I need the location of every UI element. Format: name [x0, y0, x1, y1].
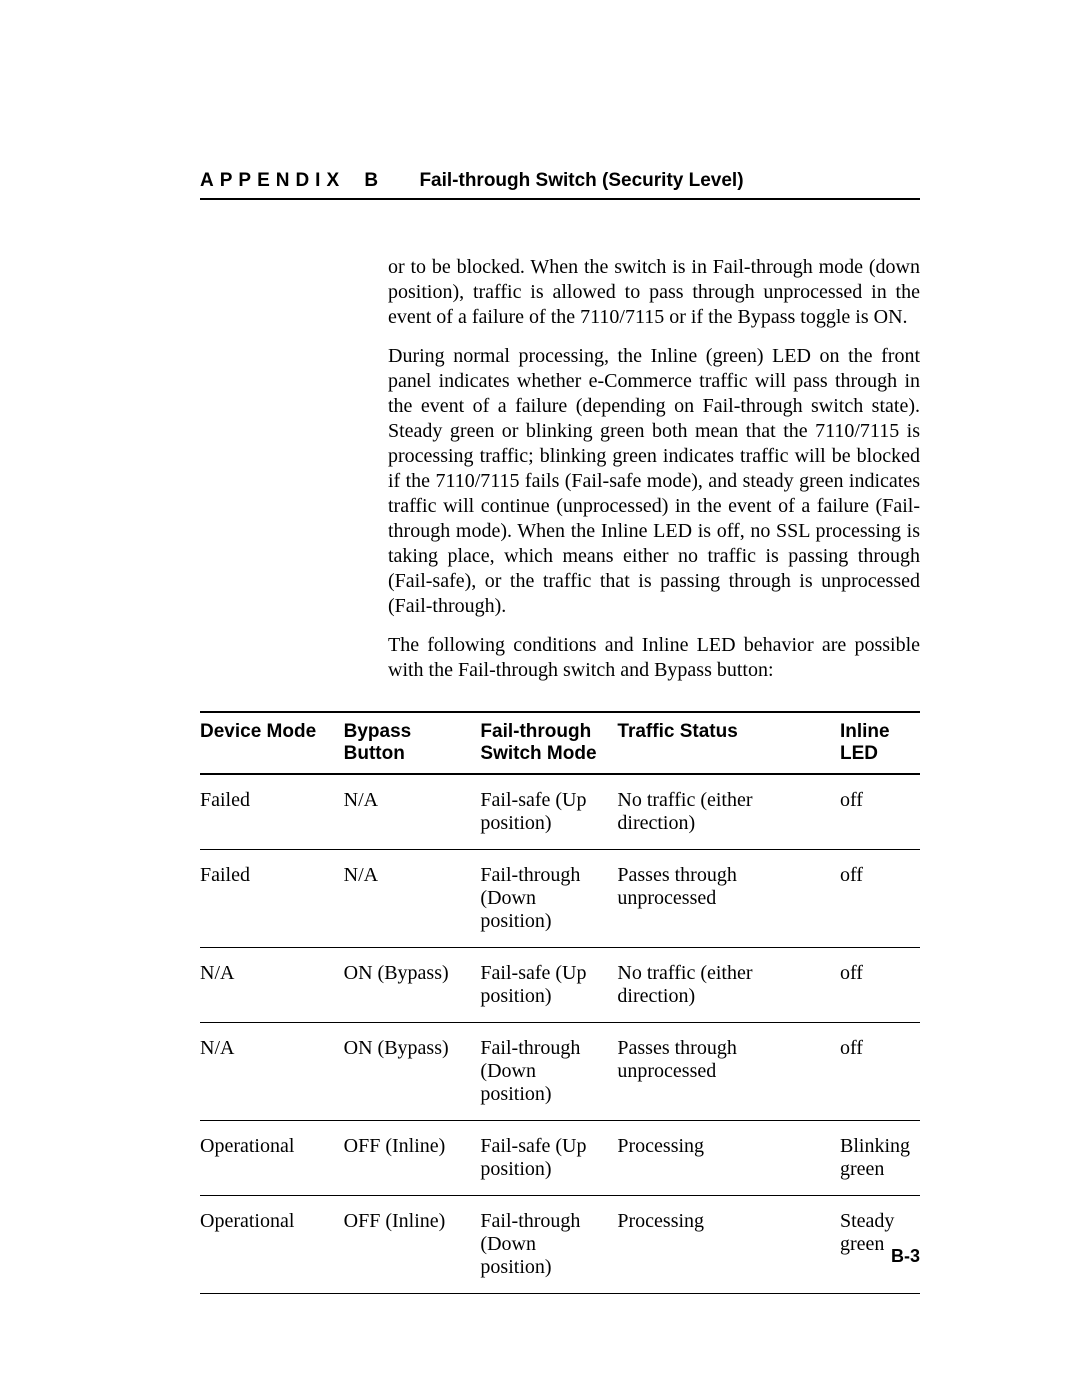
body-text: or to be blocked. When the switch is in …	[388, 255, 920, 683]
cell-inline-led: Blinking green	[840, 1121, 920, 1196]
cell-inline-led: off	[840, 774, 920, 850]
cell-device-mode: N/A	[200, 1023, 344, 1121]
header-title: Fail-through Switch (Security Level)	[419, 170, 743, 191]
led-behavior-table: Device Mode Bypass Button Fail-through S…	[200, 711, 920, 1294]
cell-device-mode: Operational	[200, 1121, 344, 1196]
paragraph: The following conditions and Inline LED …	[388, 633, 920, 683]
table-row: N/A ON (Bypass) Fail-safe (Up position) …	[200, 948, 920, 1023]
page: APPENDIX B Fail-through Switch (Security…	[0, 0, 1080, 1397]
cell-traffic-status: Passes through unprocessed	[617, 1023, 840, 1121]
paragraph: During normal processing, the Inline (gr…	[388, 344, 920, 619]
col-header-device-mode: Device Mode	[200, 712, 344, 774]
appendix-word: APPENDIX	[200, 170, 345, 191]
cell-bypass-button: OFF (Inline)	[344, 1196, 481, 1294]
cell-bypass-button: N/A	[344, 774, 481, 850]
cell-traffic-status: Processing	[617, 1121, 840, 1196]
table-row: Failed N/A Fail-through (Down position) …	[200, 850, 920, 948]
cell-device-mode: Failed	[200, 774, 344, 850]
paragraph: or to be blocked. When the switch is in …	[388, 255, 920, 330]
cell-switch-mode: Fail-through (Down position)	[480, 1023, 617, 1121]
running-header: APPENDIX B Fail-through Switch (Security…	[200, 170, 920, 200]
cell-traffic-status: No traffic (either direction)	[617, 774, 840, 850]
cell-traffic-status: Processing	[617, 1196, 840, 1294]
cell-device-mode: N/A	[200, 948, 344, 1023]
table-row: Operational OFF (Inline) Fail-safe (Up p…	[200, 1121, 920, 1196]
page-number: B-3	[891, 1246, 920, 1267]
table-row: Operational OFF (Inline) Fail-through (D…	[200, 1196, 920, 1294]
cell-traffic-status: Passes through unprocessed	[617, 850, 840, 948]
col-header-traffic-status: Traffic Status	[617, 712, 840, 774]
table-row: N/A ON (Bypass) Fail-through (Down posit…	[200, 1023, 920, 1121]
cell-bypass-button: ON (Bypass)	[344, 1023, 481, 1121]
cell-switch-mode: Fail-safe (Up position)	[480, 948, 617, 1023]
cell-bypass-button: OFF (Inline)	[344, 1121, 481, 1196]
cell-inline-led: off	[840, 948, 920, 1023]
cell-traffic-status: No traffic (either direction)	[617, 948, 840, 1023]
cell-switch-mode: Fail-through (Down position)	[480, 850, 617, 948]
table-row: Failed N/A Fail-safe (Up position) No tr…	[200, 774, 920, 850]
cell-device-mode: Failed	[200, 850, 344, 948]
cell-switch-mode: Fail-through (Down position)	[480, 1196, 617, 1294]
cell-inline-led: off	[840, 1023, 920, 1121]
col-header-switch-mode: Fail-through Switch Mode	[480, 712, 617, 774]
cell-bypass-button: N/A	[344, 850, 481, 948]
cell-inline-led: off	[840, 850, 920, 948]
table-header-row: Device Mode Bypass Button Fail-through S…	[200, 712, 920, 774]
cell-device-mode: Operational	[200, 1196, 344, 1294]
cell-switch-mode: Fail-safe (Up position)	[480, 1121, 617, 1196]
col-header-inline-led: Inline LED	[840, 712, 920, 774]
cell-bypass-button: ON (Bypass)	[344, 948, 481, 1023]
col-header-bypass-button: Bypass Button	[344, 712, 481, 774]
cell-switch-mode: Fail-safe (Up position)	[480, 774, 617, 850]
cell-inline-led: Steady green	[840, 1196, 920, 1294]
appendix-letter: B	[364, 170, 378, 191]
